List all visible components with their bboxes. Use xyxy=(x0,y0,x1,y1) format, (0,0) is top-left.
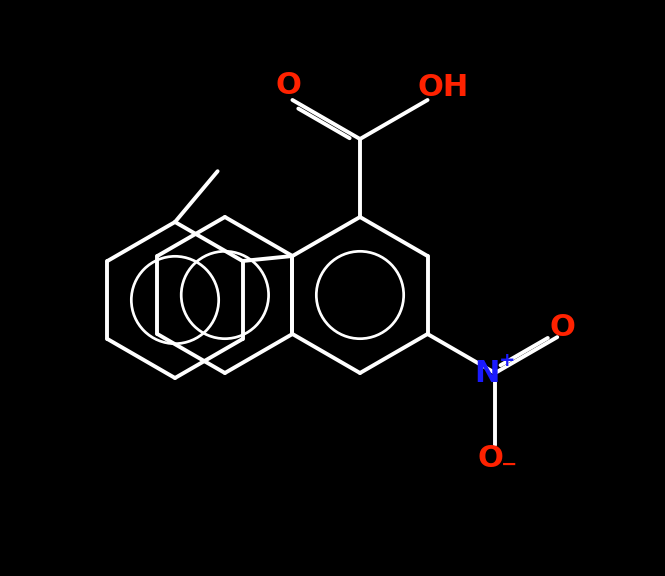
Text: O: O xyxy=(477,444,503,473)
Text: OH: OH xyxy=(418,74,469,103)
Text: −: − xyxy=(501,455,517,474)
Text: +: + xyxy=(499,351,515,370)
Text: N: N xyxy=(474,358,500,388)
Text: O: O xyxy=(275,71,301,100)
Text: O: O xyxy=(549,313,575,342)
